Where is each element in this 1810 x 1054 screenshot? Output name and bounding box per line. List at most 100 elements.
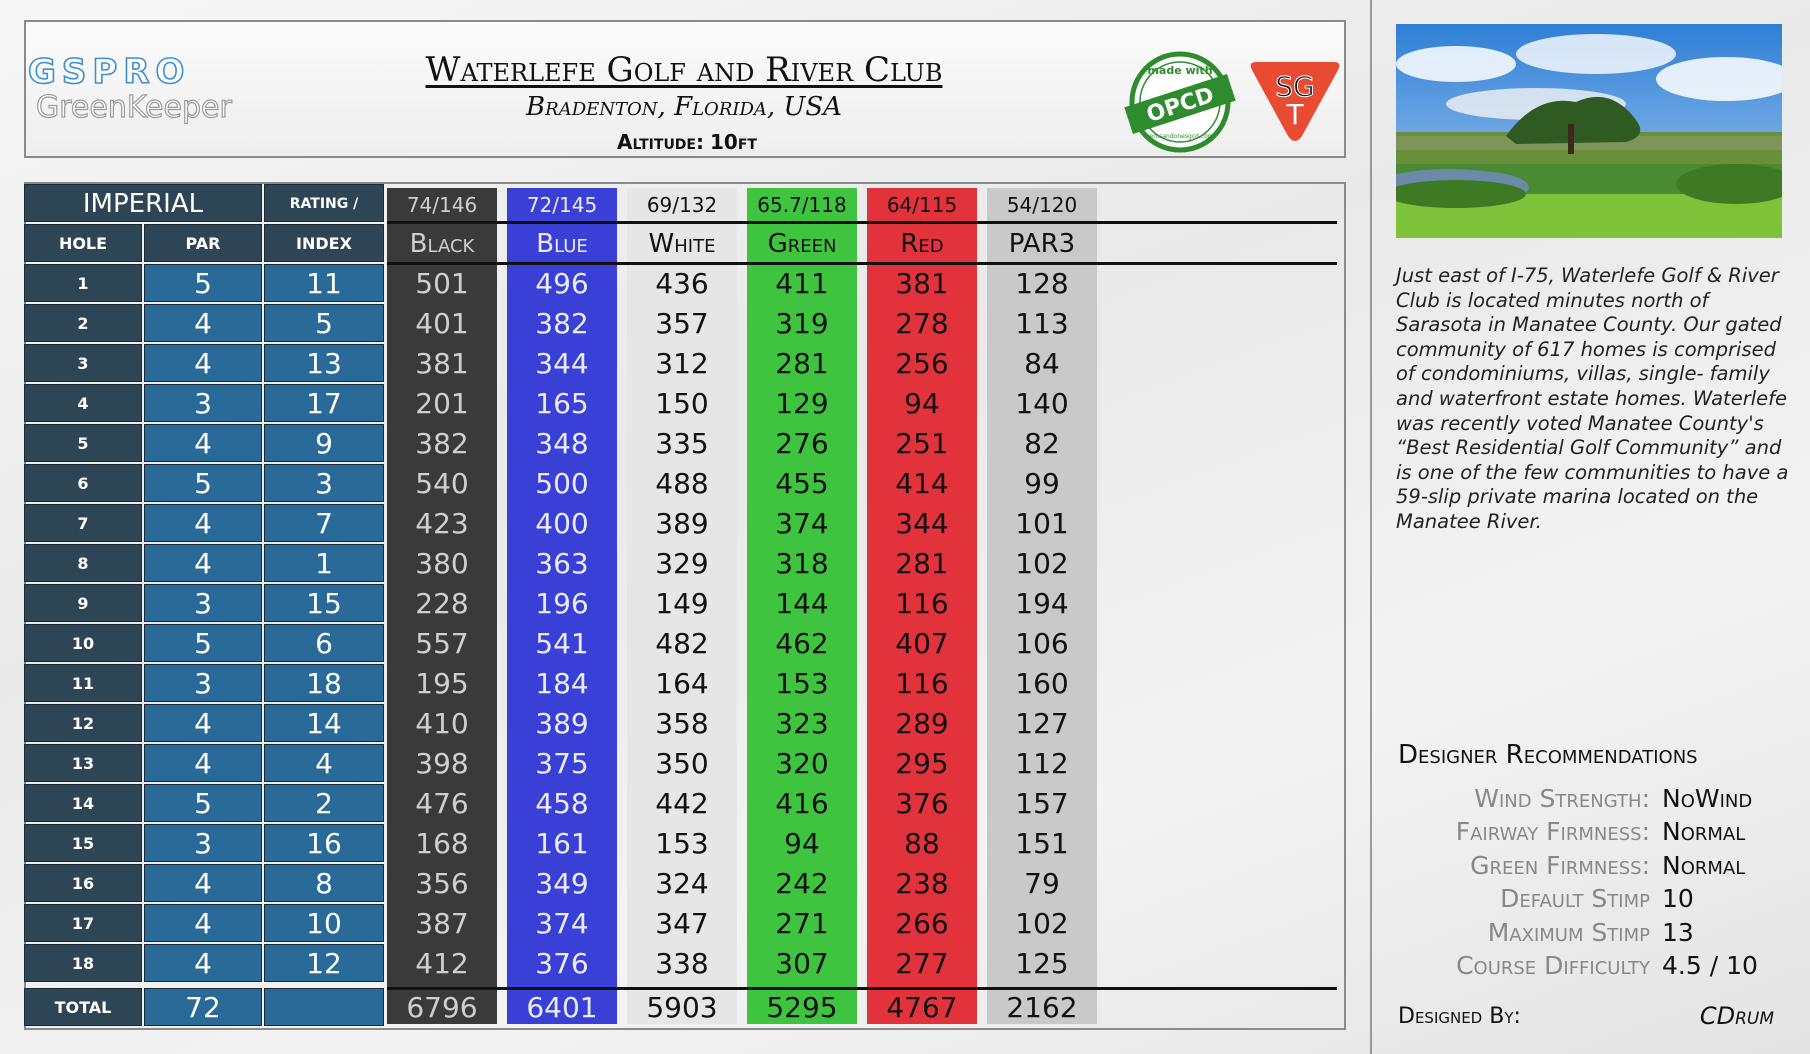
yardage: 289 <box>895 707 949 740</box>
yardage: 376 <box>535 947 589 980</box>
index-value: 8 <box>264 864 384 902</box>
yardage: 356 <box>415 867 469 900</box>
tee-rating-slope: 69/132 <box>646 193 718 217</box>
index-value: 11 <box>264 264 384 302</box>
yardage: 161 <box>535 827 589 860</box>
yardage: 375 <box>535 747 589 780</box>
tee-column-black <box>387 188 497 1024</box>
yardage: 411 <box>775 267 829 300</box>
greenkeeper-logo: GreenKeeper <box>35 89 232 125</box>
yardage: 387 <box>415 907 469 940</box>
yardage: 125 <box>1015 947 1069 980</box>
yardage: 102 <box>1015 907 1069 940</box>
hole-number: 16 <box>24 864 142 902</box>
yardage: 318 <box>775 547 829 580</box>
index-header: INDEX <box>264 224 384 262</box>
course-photo <box>1396 24 1782 238</box>
yardage: 455 <box>775 467 829 500</box>
altitude: Altitude: 10ft <box>396 130 972 154</box>
yardage: 382 <box>415 427 469 460</box>
yardage: 500 <box>535 467 589 500</box>
par-value: 5 <box>144 464 262 502</box>
par-value: 4 <box>144 944 262 982</box>
yardage: 102 <box>1015 547 1069 580</box>
yardage: 335 <box>655 427 709 460</box>
recommendation-value: Normal <box>1662 817 1746 847</box>
yardage: 382 <box>535 307 589 340</box>
recommendation-value: 10 <box>1662 884 1694 914</box>
yardage: 228 <box>415 587 469 620</box>
tee-column-white <box>627 188 737 1024</box>
tee-name: PAR3 <box>1008 229 1076 259</box>
index-value: 13 <box>264 344 384 382</box>
hole-number: 7 <box>24 504 142 542</box>
yardage: 127 <box>1015 707 1069 740</box>
hole-number: 12 <box>24 704 142 742</box>
hole-number: 17 <box>24 904 142 942</box>
par-value: 3 <box>144 384 262 422</box>
yardage: 488 <box>655 467 709 500</box>
index-value: 9 <box>264 424 384 462</box>
yardage: 374 <box>535 907 589 940</box>
yardage: 482 <box>655 627 709 660</box>
yardage: 153 <box>775 667 829 700</box>
designed-by-value: CDrum <box>1699 1002 1774 1030</box>
yardage: 168 <box>415 827 469 860</box>
yardage: 496 <box>535 267 589 300</box>
yardage: 194 <box>1015 587 1069 620</box>
yardage: 144 <box>775 587 829 620</box>
hole-number: 3 <box>24 344 142 382</box>
tee-column-green <box>747 188 857 1024</box>
yardage: 344 <box>535 347 589 380</box>
yardage: 380 <box>415 547 469 580</box>
par-value: 5 <box>144 784 262 822</box>
yardage: 307 <box>775 947 829 980</box>
yardage: 320 <box>775 747 829 780</box>
hole-number: 1 <box>24 264 142 302</box>
yardage: 401 <box>415 307 469 340</box>
opcd-top-text: made with <box>1147 64 1212 77</box>
recommendation-label: Wind Strength: <box>1474 784 1650 813</box>
yardage: 338 <box>655 947 709 980</box>
par-value: 4 <box>144 304 262 342</box>
yardage: 160 <box>1015 667 1069 700</box>
yardage: 94 <box>784 827 820 860</box>
yardage: 358 <box>655 707 709 740</box>
yardage: 128 <box>1015 267 1069 300</box>
recommendation-value: Normal <box>1662 850 1746 880</box>
hole-number: 18 <box>24 944 142 982</box>
yardage: 106 <box>1015 627 1069 660</box>
hole-number: 10 <box>24 624 142 662</box>
yardage: 349 <box>535 867 589 900</box>
yardage: 149 <box>655 587 709 620</box>
yardage: 82 <box>1024 427 1060 460</box>
par-value: 4 <box>144 864 262 902</box>
hole-number: 15 <box>24 824 142 862</box>
index-value: 7 <box>264 504 384 542</box>
yardage: 184 <box>535 667 589 700</box>
course-description: Just east of I-75, Waterlefe Golf & Rive… <box>1396 264 1789 533</box>
recommendation-label: Course Difficulty <box>1456 951 1650 980</box>
designed-by-label: Designed By: <box>1398 1004 1521 1029</box>
yardage: 347 <box>655 907 709 940</box>
yardage: 116 <box>895 667 949 700</box>
altitude-value: 10ft <box>710 130 757 154</box>
yardage: 389 <box>655 507 709 540</box>
hole-number: 4 <box>24 384 142 422</box>
yardage: 242 <box>775 867 829 900</box>
index-value: 6 <box>264 624 384 662</box>
hole-number: 5 <box>24 424 142 462</box>
yardage: 319 <box>775 307 829 340</box>
yardage: 414 <box>895 467 949 500</box>
course-header <box>24 20 1346 158</box>
yardage: 157 <box>1015 787 1069 820</box>
rule-top <box>387 221 1337 224</box>
yardage: 140 <box>1015 387 1069 420</box>
yardage: 357 <box>655 307 709 340</box>
yardage: 410 <box>415 707 469 740</box>
yardage: 295 <box>895 747 949 780</box>
yardage: 348 <box>535 427 589 460</box>
yardage: 94 <box>904 387 940 420</box>
recommendation-label: Maximum Stimp <box>1487 917 1650 947</box>
yardage: 407 <box>895 627 949 660</box>
